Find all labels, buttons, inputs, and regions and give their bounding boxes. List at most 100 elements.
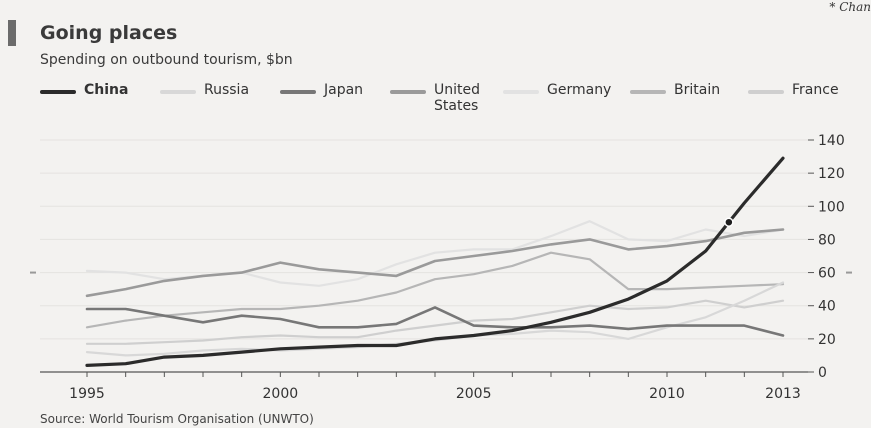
data-point-britain-2008 — [588, 258, 591, 261]
data-point-united-states-2005 — [472, 255, 475, 257]
data-point-germany-2011 — [704, 228, 707, 231]
data-point-united-states-2010 — [666, 245, 668, 247]
data-point-china-2001 — [318, 346, 320, 348]
data-point-germany-2010 — [666, 240, 668, 242]
legend-item-britain: Britain — [630, 82, 720, 98]
data-point-japan-2007 — [550, 326, 552, 329]
data-point-germany-2007 — [550, 235, 552, 237]
data-point-germany-2002 — [356, 278, 359, 281]
data-point-china-2007 — [550, 321, 552, 324]
data-point-russia-1999 — [240, 348, 243, 350]
x-tick-label-2010: 2010 — [649, 386, 685, 402]
legend-item-germany: Germany — [503, 82, 611, 98]
data-point-japan-2003 — [395, 323, 398, 325]
data-point-france-2013 — [782, 299, 784, 302]
legend-swatch-russia — [160, 90, 196, 94]
series-line-russia — [85, 281, 785, 357]
data-point-russia-1996 — [124, 354, 127, 357]
data-point-germany-2000 — [279, 281, 282, 284]
data-point-germany-1995 — [86, 270, 88, 272]
data-point-united-states-2013 — [782, 228, 784, 231]
data-point-china-1997 — [163, 356, 166, 358]
y-tick-label-0: 0 — [818, 365, 827, 381]
data-point-united-states-2009 — [627, 248, 630, 251]
data-point-britain-2000 — [279, 308, 282, 310]
data-point-japan-1996 — [124, 308, 127, 310]
data-point-germany-2009 — [627, 238, 630, 241]
data-point-russia-1997 — [163, 352, 166, 355]
data-point-japan-1997 — [163, 314, 166, 317]
chart-subtitle: Spending on outbound tourism, $bn — [40, 52, 293, 68]
data-point-britain-2010 — [666, 288, 668, 290]
data-point-britain-2003 — [395, 291, 398, 294]
data-point-france-2010 — [666, 306, 668, 309]
data-point-france-2006 — [511, 318, 514, 320]
data-point-germany-2001 — [318, 285, 320, 287]
x-tick-label-2000: 2000 — [263, 386, 299, 402]
legend-item-russia: Russia — [160, 82, 249, 98]
data-point-japan-2013 — [782, 334, 784, 337]
data-point-japan-2012 — [743, 324, 746, 327]
data-point-france-1999 — [240, 336, 243, 339]
data-point-france-2012 — [743, 306, 746, 309]
data-point-china-1995 — [86, 364, 88, 367]
legend-item-france: France — [748, 82, 839, 98]
data-point-united-states-2012 — [743, 232, 746, 234]
data-point-britain-2004 — [434, 278, 436, 281]
y-tick-label-100: 100 — [818, 199, 845, 215]
china-highlight-marker — [724, 217, 734, 227]
data-point-britain-1999 — [240, 308, 243, 310]
x-tick-label-2013: 2013 — [765, 386, 801, 402]
data-point-china-2011 — [704, 250, 707, 252]
data-point-japan-2006 — [511, 326, 514, 329]
data-point-united-states-2004 — [434, 260, 436, 262]
title-accent-bar — [8, 20, 16, 46]
legend-label-germany: Germany — [547, 82, 612, 98]
legend-swatch-united-states — [390, 90, 426, 94]
data-point-china-2002 — [356, 344, 359, 347]
chart-title: Going places — [40, 22, 178, 44]
data-point-britain-2006 — [511, 265, 514, 267]
data-point-china-2000 — [279, 348, 282, 350]
data-point-germany-2004 — [434, 251, 436, 254]
data-point-japan-2002 — [356, 326, 359, 329]
data-point-britain-1998 — [202, 311, 204, 314]
data-point-france-2008 — [588, 304, 591, 307]
data-point-japan-2009 — [627, 328, 630, 330]
series-line-britain — [85, 251, 785, 329]
data-point-russia-2013 — [782, 281, 784, 284]
y-tick-label-120: 120 — [818, 166, 845, 182]
data-point-united-states-2011 — [704, 240, 707, 242]
data-point-japan-2001 — [318, 326, 320, 329]
corner-note: * Chan — [829, 0, 871, 14]
data-point-britain-2005 — [472, 273, 475, 276]
data-point-britain-2012 — [743, 285, 746, 287]
data-point-russia-2011 — [704, 316, 707, 319]
legend-item-united-states: United States — [390, 82, 494, 114]
y-tick-label-80: 80 — [818, 232, 836, 248]
data-point-britain-1995 — [86, 326, 88, 329]
data-point-china-2005 — [472, 334, 475, 337]
legend-label-france: France — [792, 82, 839, 98]
data-point-japan-1995 — [86, 308, 88, 310]
data-point-france-2000 — [279, 334, 282, 337]
data-point-china-2004 — [434, 338, 436, 340]
y-tick-label-40: 40 — [818, 299, 836, 315]
data-point-japan-2011 — [704, 324, 707, 327]
legend-label-united-states: United States — [434, 82, 480, 114]
data-point-japan-2000 — [279, 318, 282, 320]
data-point-china-1996 — [124, 362, 127, 365]
legend-label-britain: Britain — [674, 82, 721, 98]
data-point-germany-2012 — [743, 235, 746, 237]
data-point-france-1997 — [163, 341, 166, 343]
y-tick-label-140: 140 — [818, 133, 845, 149]
data-point-france-1995 — [86, 343, 88, 345]
data-point-united-states-1996 — [124, 288, 127, 290]
data-point-united-states-1997 — [163, 280, 166, 282]
data-point-united-states-1995 — [86, 294, 88, 297]
data-point-germany-1996 — [124, 271, 127, 274]
data-point-united-states-2003 — [395, 275, 398, 277]
legend-label-china: China — [84, 82, 129, 98]
data-point-britain-2002 — [356, 299, 359, 302]
data-point-france-2001 — [318, 336, 320, 339]
